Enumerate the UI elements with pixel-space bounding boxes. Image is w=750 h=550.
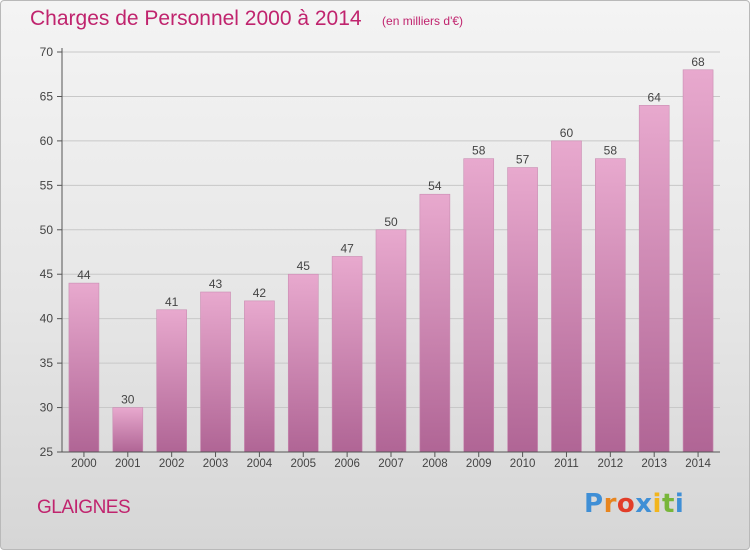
x-tick-label-2009: 2009: [466, 458, 492, 470]
x-tick-label-2004: 2004: [247, 458, 273, 470]
data-label-2005: 45: [297, 259, 311, 273]
bar-2013: [638, 105, 670, 453]
bar-2010: [507, 167, 538, 453]
data-label-2014: 68: [691, 55, 705, 69]
bar-2006: [331, 256, 363, 453]
data-label-2006: 47: [340, 241, 354, 255]
data-label-2009: 58: [472, 144, 486, 158]
data-label-2013: 64: [648, 90, 662, 104]
bar-2007: [375, 229, 407, 453]
x-tick-label-2013: 2013: [641, 458, 667, 470]
bar-2011: [551, 140, 582, 453]
data-label-2001: 30: [121, 393, 135, 407]
data-label-2007: 50: [384, 215, 398, 229]
logo-letter: o: [616, 489, 636, 519]
logo-letter: i: [652, 489, 662, 519]
bar-2001: [112, 407, 144, 453]
x-tick-label-2000: 2000: [71, 458, 97, 470]
data-label-2000: 44: [77, 268, 91, 282]
x-tick-label-2014: 2014: [685, 458, 711, 470]
proxiti-logo: Proxiti: [584, 489, 684, 519]
data-label-2003: 43: [209, 277, 223, 291]
x-tick-label-2006: 2006: [334, 458, 360, 470]
logo-letter: r: [603, 489, 617, 519]
y-tick-label: 45: [40, 267, 54, 281]
data-label-2002: 41: [165, 295, 179, 309]
chart-subtitle: (en milliers d'€): [382, 14, 464, 28]
logo-letter: i: [674, 489, 685, 519]
y-tick-label: 65: [40, 89, 54, 103]
y-tick-label: 40: [40, 312, 54, 326]
commune-name: GLAIGNES: [37, 497, 131, 518]
bar-2009: [463, 158, 495, 453]
x-tick-label-2005: 2005: [290, 458, 316, 470]
bar-2000: [68, 282, 100, 453]
logo-letter: P: [584, 489, 604, 519]
x-tick-label-2012: 2012: [598, 458, 624, 470]
data-label-2008: 54: [428, 179, 442, 193]
x-tick-label-2002: 2002: [159, 458, 185, 470]
bar-2002: [156, 309, 187, 453]
y-tick-label: 70: [40, 45, 54, 59]
bar-2003: [200, 291, 231, 453]
bar-2004: [244, 300, 275, 453]
x-tick-label-2003: 2003: [203, 458, 229, 470]
x-tick-label-2008: 2008: [422, 458, 448, 470]
y-tick-label: 25: [40, 445, 54, 459]
logo-letter: t: [661, 489, 675, 519]
x-tick-label-2010: 2010: [510, 458, 536, 470]
bar-2014: [682, 69, 714, 453]
data-label-2012: 58: [604, 144, 618, 158]
chart-title: Charges de Personnel 2000 à 2014: [30, 7, 362, 30]
y-tick-label: 35: [40, 356, 54, 370]
data-label-2004: 42: [253, 286, 267, 300]
bar-2012: [595, 158, 626, 453]
x-tick-label-2007: 2007: [378, 458, 404, 470]
y-tick-label: 30: [40, 401, 54, 415]
x-tick-label-2001: 2001: [115, 458, 141, 470]
y-tick-label: 60: [40, 134, 54, 148]
logo-letter: x: [635, 489, 653, 519]
bar-2008: [419, 193, 451, 453]
y-tick-label: 50: [40, 223, 54, 237]
y-tick-label: 55: [40, 178, 54, 192]
bar-2005: [287, 273, 319, 453]
data-label-2010: 57: [516, 153, 530, 167]
title-row: Charges de Personnel 2000 à 2014 (en mil…: [30, 7, 463, 31]
data-label-2011: 60: [560, 126, 574, 140]
x-tick-label-2011: 2011: [554, 458, 579, 470]
